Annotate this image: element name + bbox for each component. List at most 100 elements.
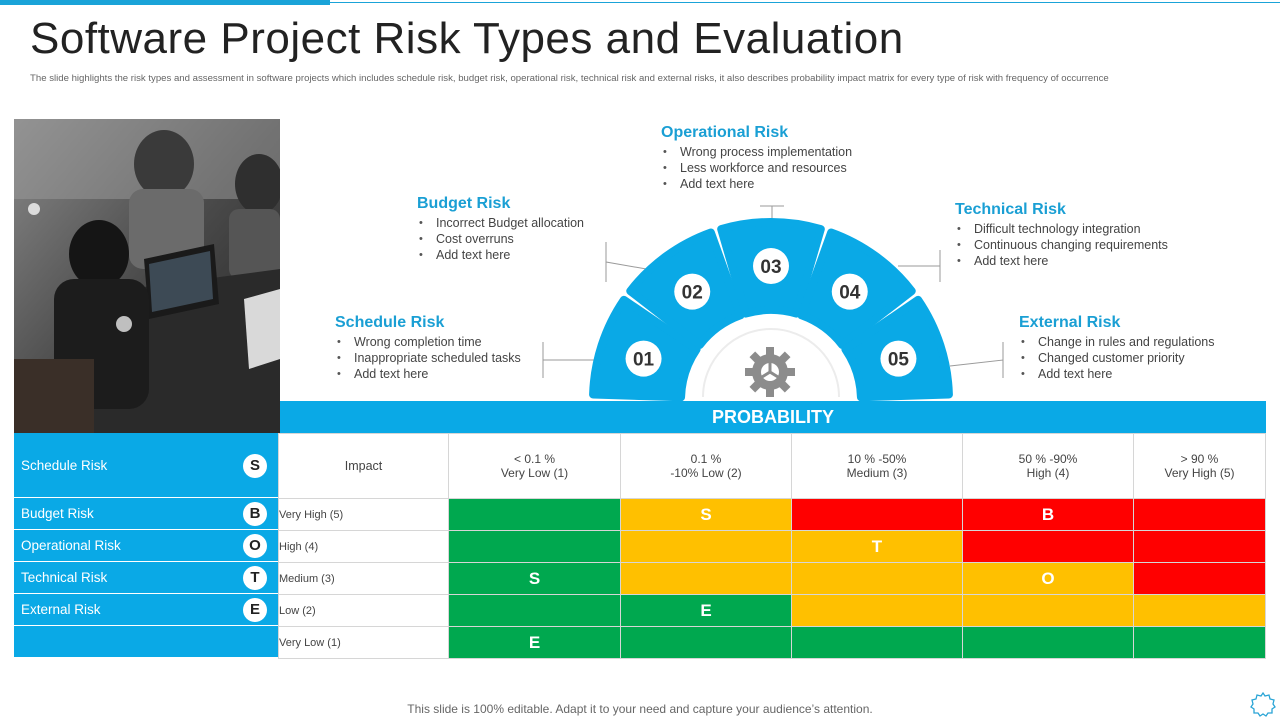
segment-number-badge bbox=[753, 248, 789, 284]
risk-title: External Risk bbox=[1019, 314, 1121, 331]
segment-number: 03 bbox=[760, 257, 781, 278]
risk-bullet: Add text here bbox=[335, 366, 521, 382]
matrix-cell: O bbox=[962, 562, 1134, 595]
legend-letter-badge: E bbox=[243, 598, 267, 622]
legend-row-technical: Technical Risk T bbox=[14, 562, 278, 594]
legend-label: Operational Risk bbox=[21, 538, 121, 553]
risk-bullet: Difficult technology integration bbox=[955, 221, 1168, 237]
risk-bullet: Inappropriate scheduled tasks bbox=[335, 350, 521, 366]
matrix-cell bbox=[620, 562, 792, 595]
matrix-cell bbox=[1133, 562, 1266, 595]
risk-bullet: Add text here bbox=[417, 247, 584, 263]
matrix-row: Medium (3) S O bbox=[278, 562, 1266, 595]
legend-label: Budget Risk bbox=[21, 506, 94, 521]
matrix-cell bbox=[962, 530, 1134, 563]
segment-number: 01 bbox=[633, 350, 655, 371]
segment-number-badge bbox=[625, 340, 662, 377]
matrix-cell bbox=[791, 626, 963, 659]
matrix-row: Low (2) E bbox=[278, 594, 1266, 627]
matrix-cell bbox=[1133, 530, 1266, 563]
matrix-cell: B bbox=[962, 498, 1134, 531]
segment-number: 05 bbox=[888, 350, 910, 371]
page-subtitle: The slide highlights the risk types and … bbox=[30, 73, 1109, 84]
risk-title: Budget Risk bbox=[417, 195, 511, 212]
schedule-risk-block: Schedule Risk Wrong completion time Inap… bbox=[335, 314, 521, 382]
impact-row-label: Low (2) bbox=[278, 594, 449, 627]
technical-risk-block: Technical Risk Difficult technology inte… bbox=[955, 201, 1168, 269]
top-accent-line bbox=[0, 0, 1280, 6]
legend-label: External Risk bbox=[21, 602, 101, 617]
legend-label: Schedule Risk bbox=[21, 458, 108, 473]
matrix-row: Very High (5) S B bbox=[278, 498, 1266, 531]
legend-letter-badge: T bbox=[243, 566, 267, 590]
matrix-row: High (4) T bbox=[278, 530, 1266, 563]
matrix-cell bbox=[448, 498, 621, 531]
team-photo bbox=[14, 119, 280, 433]
impact-header: Impact bbox=[278, 433, 449, 499]
risk-bullet: Add text here bbox=[1019, 366, 1215, 382]
risk-bullet: Continuous changing requirements bbox=[955, 237, 1168, 253]
risk-bullet: Cost overruns bbox=[417, 231, 584, 247]
segment-number-badge bbox=[880, 340, 917, 377]
probability-header: PROBABILITY bbox=[280, 401, 1266, 433]
external-risk-block: External Risk Change in rules and regula… bbox=[1019, 314, 1215, 382]
risk-arc-diagram: 01 02 03 04 05 bbox=[542, 205, 1004, 402]
legend-row-operational: Operational Risk O bbox=[14, 530, 278, 562]
risk-bullet: Wrong process implementation bbox=[661, 144, 852, 160]
risk-bullet: Change in rules and regulations bbox=[1019, 334, 1215, 350]
matrix-cell bbox=[1133, 626, 1266, 659]
risk-title: Technical Risk bbox=[955, 201, 1066, 218]
arc-segments: 01 02 03 04 05 bbox=[589, 218, 953, 402]
matrix-cell bbox=[791, 594, 963, 627]
legend-row-budget: Budget Risk B bbox=[14, 498, 278, 530]
risk-title: Schedule Risk bbox=[335, 314, 445, 331]
legend-row-external: External Risk E bbox=[14, 594, 278, 626]
probability-column-header: 0.1 % -10% Low (2) bbox=[620, 433, 792, 499]
risk-bullet: Less workforce and resources bbox=[661, 160, 852, 176]
gear-icon bbox=[745, 347, 795, 397]
matrix-cell bbox=[962, 626, 1134, 659]
operational-risk-block: Operational Risk Wrong process implement… bbox=[661, 124, 852, 192]
legend-label: Technical Risk bbox=[21, 570, 108, 585]
impact-row-label: Very Low (1) bbox=[278, 626, 449, 659]
probability-column-header: < 0.1 % Very Low (1) bbox=[448, 433, 621, 499]
matrix-cell bbox=[962, 594, 1134, 627]
segment-number: 02 bbox=[682, 283, 703, 304]
matrix-cell bbox=[448, 594, 621, 627]
settings-cog-icon bbox=[1250, 691, 1276, 717]
impact-row-label: Very High (5) bbox=[278, 498, 449, 531]
risk-bullet: Wrong completion time bbox=[335, 334, 521, 350]
matrix-cell: T bbox=[791, 530, 963, 563]
risk-bullet: Changed customer priority bbox=[1019, 350, 1215, 366]
connector-lines bbox=[542, 205, 1004, 378]
legend-letter-badge: S bbox=[243, 454, 267, 478]
footer-note: This slide is 100% editable. Adapt it to… bbox=[407, 702, 873, 716]
matrix-cell bbox=[448, 530, 621, 563]
matrix-row: Very Low (1) E bbox=[278, 626, 1266, 659]
matrix-cell bbox=[620, 530, 792, 563]
legend-letter-badge: O bbox=[243, 534, 267, 558]
segment-number-badge bbox=[674, 273, 711, 310]
risk-bullet: Add text here bbox=[955, 253, 1168, 269]
probability-column-header: 50 % -90% High (4) bbox=[962, 433, 1134, 499]
probability-impact-matrix: Impact < 0.1 % Very Low (1) 0.1 % -10% Low… bbox=[278, 433, 1266, 659]
risk-legend: Schedule Risk S Budget Risk B Operationa… bbox=[14, 433, 278, 657]
matrix-cell bbox=[791, 498, 963, 531]
matrix-cell: E bbox=[448, 626, 621, 659]
matrix-cell bbox=[620, 626, 792, 659]
matrix-cell bbox=[1133, 498, 1266, 531]
impact-row-label: High (4) bbox=[278, 530, 449, 563]
risk-bullet: Add text here bbox=[661, 176, 852, 192]
impact-row-label: Medium (3) bbox=[278, 562, 449, 595]
risk-bullet: Incorrect Budget allocation bbox=[417, 215, 584, 231]
matrix-cell: S bbox=[620, 498, 792, 531]
segment-number-badge bbox=[831, 273, 868, 310]
budget-risk-block: Budget Risk Incorrect Budget allocation … bbox=[417, 195, 584, 263]
matrix-cell: S bbox=[448, 562, 621, 595]
segment-number: 04 bbox=[839, 283, 861, 304]
legend-letter-badge: B bbox=[243, 502, 267, 526]
probability-column-header: 10 % -50% Medium (3) bbox=[791, 433, 963, 499]
probability-column-header: > 90 % Very High (5) bbox=[1133, 433, 1266, 499]
matrix-cell bbox=[791, 562, 963, 595]
risk-title: Operational Risk bbox=[661, 124, 789, 141]
